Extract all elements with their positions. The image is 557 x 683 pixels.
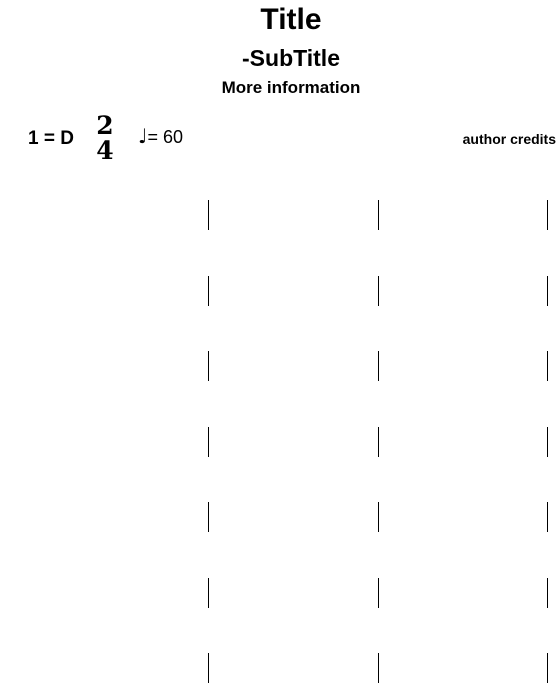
barline bbox=[547, 502, 548, 532]
barline bbox=[208, 427, 209, 457]
time-signature: 2 4 bbox=[92, 113, 118, 163]
barline bbox=[378, 200, 379, 230]
barline bbox=[378, 276, 379, 306]
tempo-marking: ♩= 60 bbox=[138, 124, 183, 149]
barline bbox=[208, 502, 209, 532]
key-signature: 1 = D bbox=[28, 128, 74, 149]
barline bbox=[378, 578, 379, 608]
barline bbox=[547, 351, 548, 381]
score-info: More information bbox=[221, 78, 361, 97]
barline bbox=[547, 200, 548, 230]
time-signature-denominator: 4 bbox=[96, 136, 114, 165]
barline bbox=[208, 276, 209, 306]
barline bbox=[378, 653, 379, 683]
quarter-note-icon: ♩ bbox=[138, 124, 148, 148]
barline bbox=[547, 276, 548, 306]
score-title: Title bbox=[260, 3, 322, 36]
tempo-value: = 60 bbox=[147, 127, 183, 147]
author-credits: author credits bbox=[462, 131, 556, 147]
barline bbox=[378, 502, 379, 532]
barline bbox=[547, 653, 548, 683]
barline bbox=[378, 427, 379, 457]
barline bbox=[547, 427, 548, 457]
barline bbox=[208, 351, 209, 381]
barline bbox=[208, 653, 209, 683]
barline bbox=[208, 578, 209, 608]
barline bbox=[547, 578, 548, 608]
score-subtitle: -SubTitle bbox=[242, 45, 340, 71]
time-signature-numerator: 2 bbox=[96, 111, 114, 140]
barline bbox=[208, 200, 209, 230]
barline bbox=[378, 351, 379, 381]
